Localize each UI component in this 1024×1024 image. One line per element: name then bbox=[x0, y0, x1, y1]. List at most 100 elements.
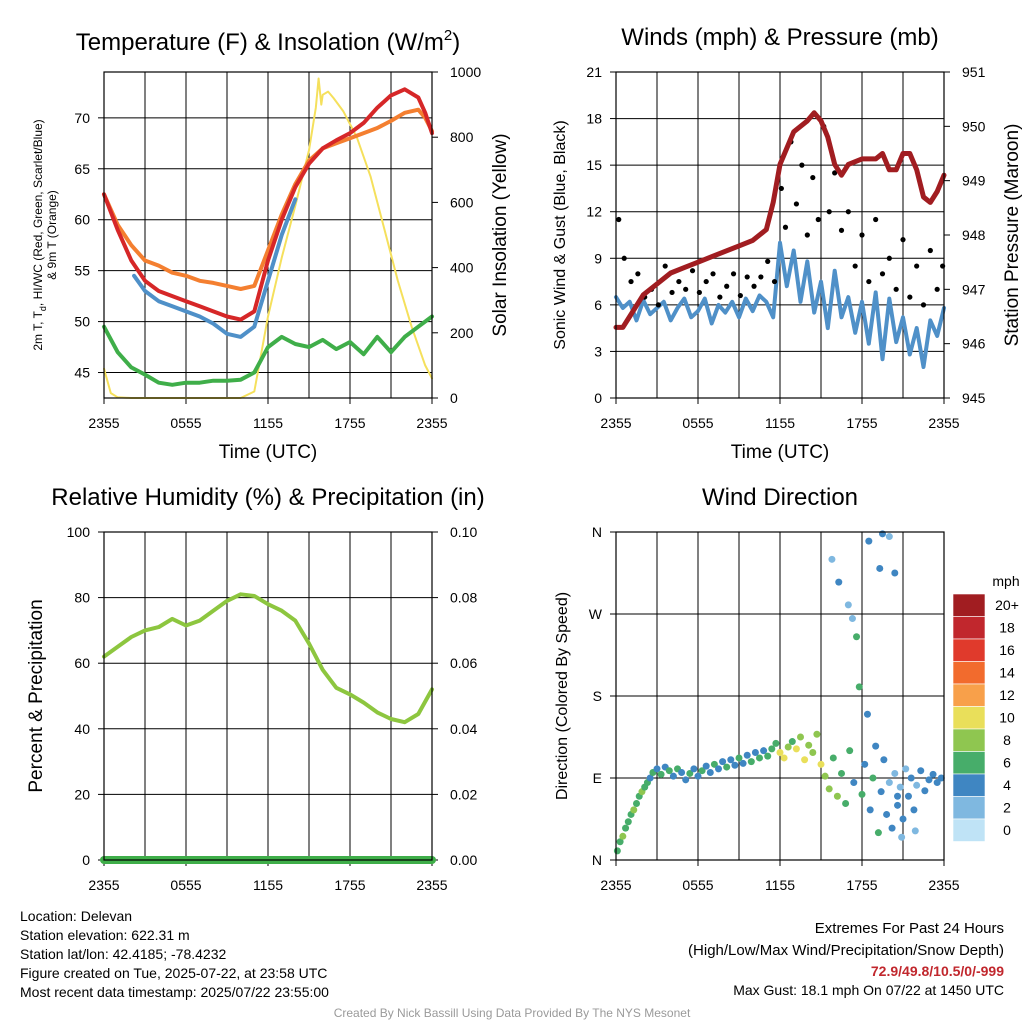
direction-point bbox=[846, 747, 854, 755]
station-elevation: Station elevation: 622.31 m bbox=[20, 927, 190, 943]
gust-point bbox=[799, 162, 805, 168]
x-tick-label: 2355 bbox=[88, 877, 119, 893]
direction-point bbox=[829, 754, 837, 762]
x-tick-label: 2355 bbox=[928, 415, 959, 431]
legend-title: mph bbox=[992, 573, 1019, 589]
direction-point bbox=[885, 779, 893, 787]
t-d-line bbox=[102, 314, 434, 387]
legend-swatch bbox=[952, 661, 986, 685]
x-tick-label: 1755 bbox=[334, 415, 365, 431]
direction-point bbox=[879, 530, 886, 538]
y-tick-label: 20 bbox=[74, 786, 90, 802]
y2-tick-label: 945 bbox=[962, 390, 986, 406]
legend-swatch bbox=[952, 751, 986, 775]
station-latlon: Station lat/lon: 42.4185; -78.4232 bbox=[20, 946, 227, 962]
y2-tick-label: 946 bbox=[962, 336, 986, 352]
gust-point bbox=[832, 170, 838, 176]
direction-point bbox=[894, 792, 902, 800]
y-tick-label: 45 bbox=[74, 365, 90, 381]
gust-point bbox=[628, 278, 634, 285]
station-location: Location: Delevan bbox=[20, 908, 133, 924]
chart-title-main: Temperature (F) & Insolation (W/m bbox=[76, 29, 444, 56]
direction-point bbox=[838, 769, 845, 777]
gust-point bbox=[826, 209, 832, 215]
direction-point bbox=[929, 770, 937, 778]
x-tick-label: 0555 bbox=[170, 877, 201, 893]
gust-point bbox=[782, 224, 789, 230]
direction-point bbox=[619, 832, 627, 840]
direction-point bbox=[702, 762, 710, 770]
x-tick-label: 1155 bbox=[765, 877, 795, 893]
gust-point bbox=[730, 271, 737, 277]
direction-point bbox=[880, 756, 888, 764]
direction-point bbox=[825, 785, 833, 793]
direction-point bbox=[925, 776, 933, 784]
direction-point bbox=[784, 743, 792, 751]
extremes-info: Extremes For Past 24 Hours (High/Low/Max… bbox=[688, 918, 1004, 1000]
extremes-title: Extremes For Past 24 Hours bbox=[814, 920, 1004, 937]
gust-point bbox=[710, 271, 716, 277]
y-tick-label: 70 bbox=[74, 110, 90, 126]
legend-swatch bbox=[952, 773, 986, 797]
y-tick-label: 65 bbox=[74, 161, 90, 177]
legend-label: 2 bbox=[1003, 800, 1011, 816]
y-tick-label: 15 bbox=[586, 157, 602, 173]
legend-label: 18 bbox=[999, 620, 1015, 636]
direction-point bbox=[835, 578, 843, 586]
y-tick-label: 3 bbox=[594, 343, 602, 359]
direction-point bbox=[719, 758, 727, 766]
direction-point bbox=[657, 770, 665, 778]
y-tick-label: E bbox=[593, 770, 602, 786]
direction-point bbox=[624, 818, 632, 826]
legend-swatch bbox=[952, 796, 986, 820]
gust-point bbox=[927, 247, 933, 254]
gust-point bbox=[900, 237, 906, 243]
direction-point bbox=[731, 761, 739, 769]
gust-point bbox=[683, 286, 689, 292]
direction-point bbox=[805, 741, 813, 749]
direction-point bbox=[898, 833, 906, 841]
direction-point bbox=[751, 748, 759, 756]
gust-point bbox=[866, 278, 872, 285]
y-tick-label: S bbox=[593, 688, 602, 704]
gust-point bbox=[751, 283, 757, 289]
direction-point bbox=[739, 759, 747, 767]
direction-point bbox=[858, 790, 866, 798]
direction-point bbox=[756, 754, 763, 762]
y-tick-label: 60 bbox=[74, 655, 90, 671]
direction-point bbox=[885, 533, 893, 541]
direction-point bbox=[907, 774, 915, 782]
direction-point bbox=[686, 769, 694, 777]
direction-point bbox=[896, 783, 904, 791]
direction-point bbox=[853, 633, 861, 641]
y2-tick-label: 0.02 bbox=[450, 786, 477, 802]
winds-pressure-panel: Winds (mph) & Pressure (mb) 2355 0555 1155 1… bbox=[552, 24, 1023, 463]
y2-tick-label: 0.06 bbox=[450, 655, 477, 671]
direction-point bbox=[760, 747, 768, 755]
y-tick-label: 12 bbox=[586, 204, 602, 220]
x-tick-label: 2355 bbox=[928, 877, 959, 893]
station-pressure-line bbox=[613, 110, 947, 330]
direction-point bbox=[764, 752, 772, 760]
gust-point bbox=[934, 286, 940, 292]
direction-point bbox=[844, 601, 852, 609]
direction-point bbox=[883, 810, 891, 818]
direction-point bbox=[788, 738, 796, 746]
plot-frame bbox=[103, 531, 433, 861]
gust-point bbox=[804, 232, 810, 238]
direction-point bbox=[616, 838, 624, 846]
legend-swatch bbox=[952, 593, 986, 617]
hi-wc-line bbox=[132, 197, 298, 339]
gust-point bbox=[771, 278, 778, 285]
plot-frame bbox=[615, 71, 945, 399]
direction-point bbox=[917, 767, 925, 775]
direction-point bbox=[828, 555, 836, 563]
direction-point bbox=[874, 829, 882, 837]
direction-point bbox=[678, 769, 686, 777]
direction-point bbox=[863, 710, 871, 718]
gust-point bbox=[852, 263, 858, 269]
direction-point bbox=[821, 772, 829, 780]
direction-point bbox=[894, 801, 902, 809]
y2-tick-label: 947 bbox=[962, 281, 986, 297]
gust-point bbox=[689, 268, 696, 274]
